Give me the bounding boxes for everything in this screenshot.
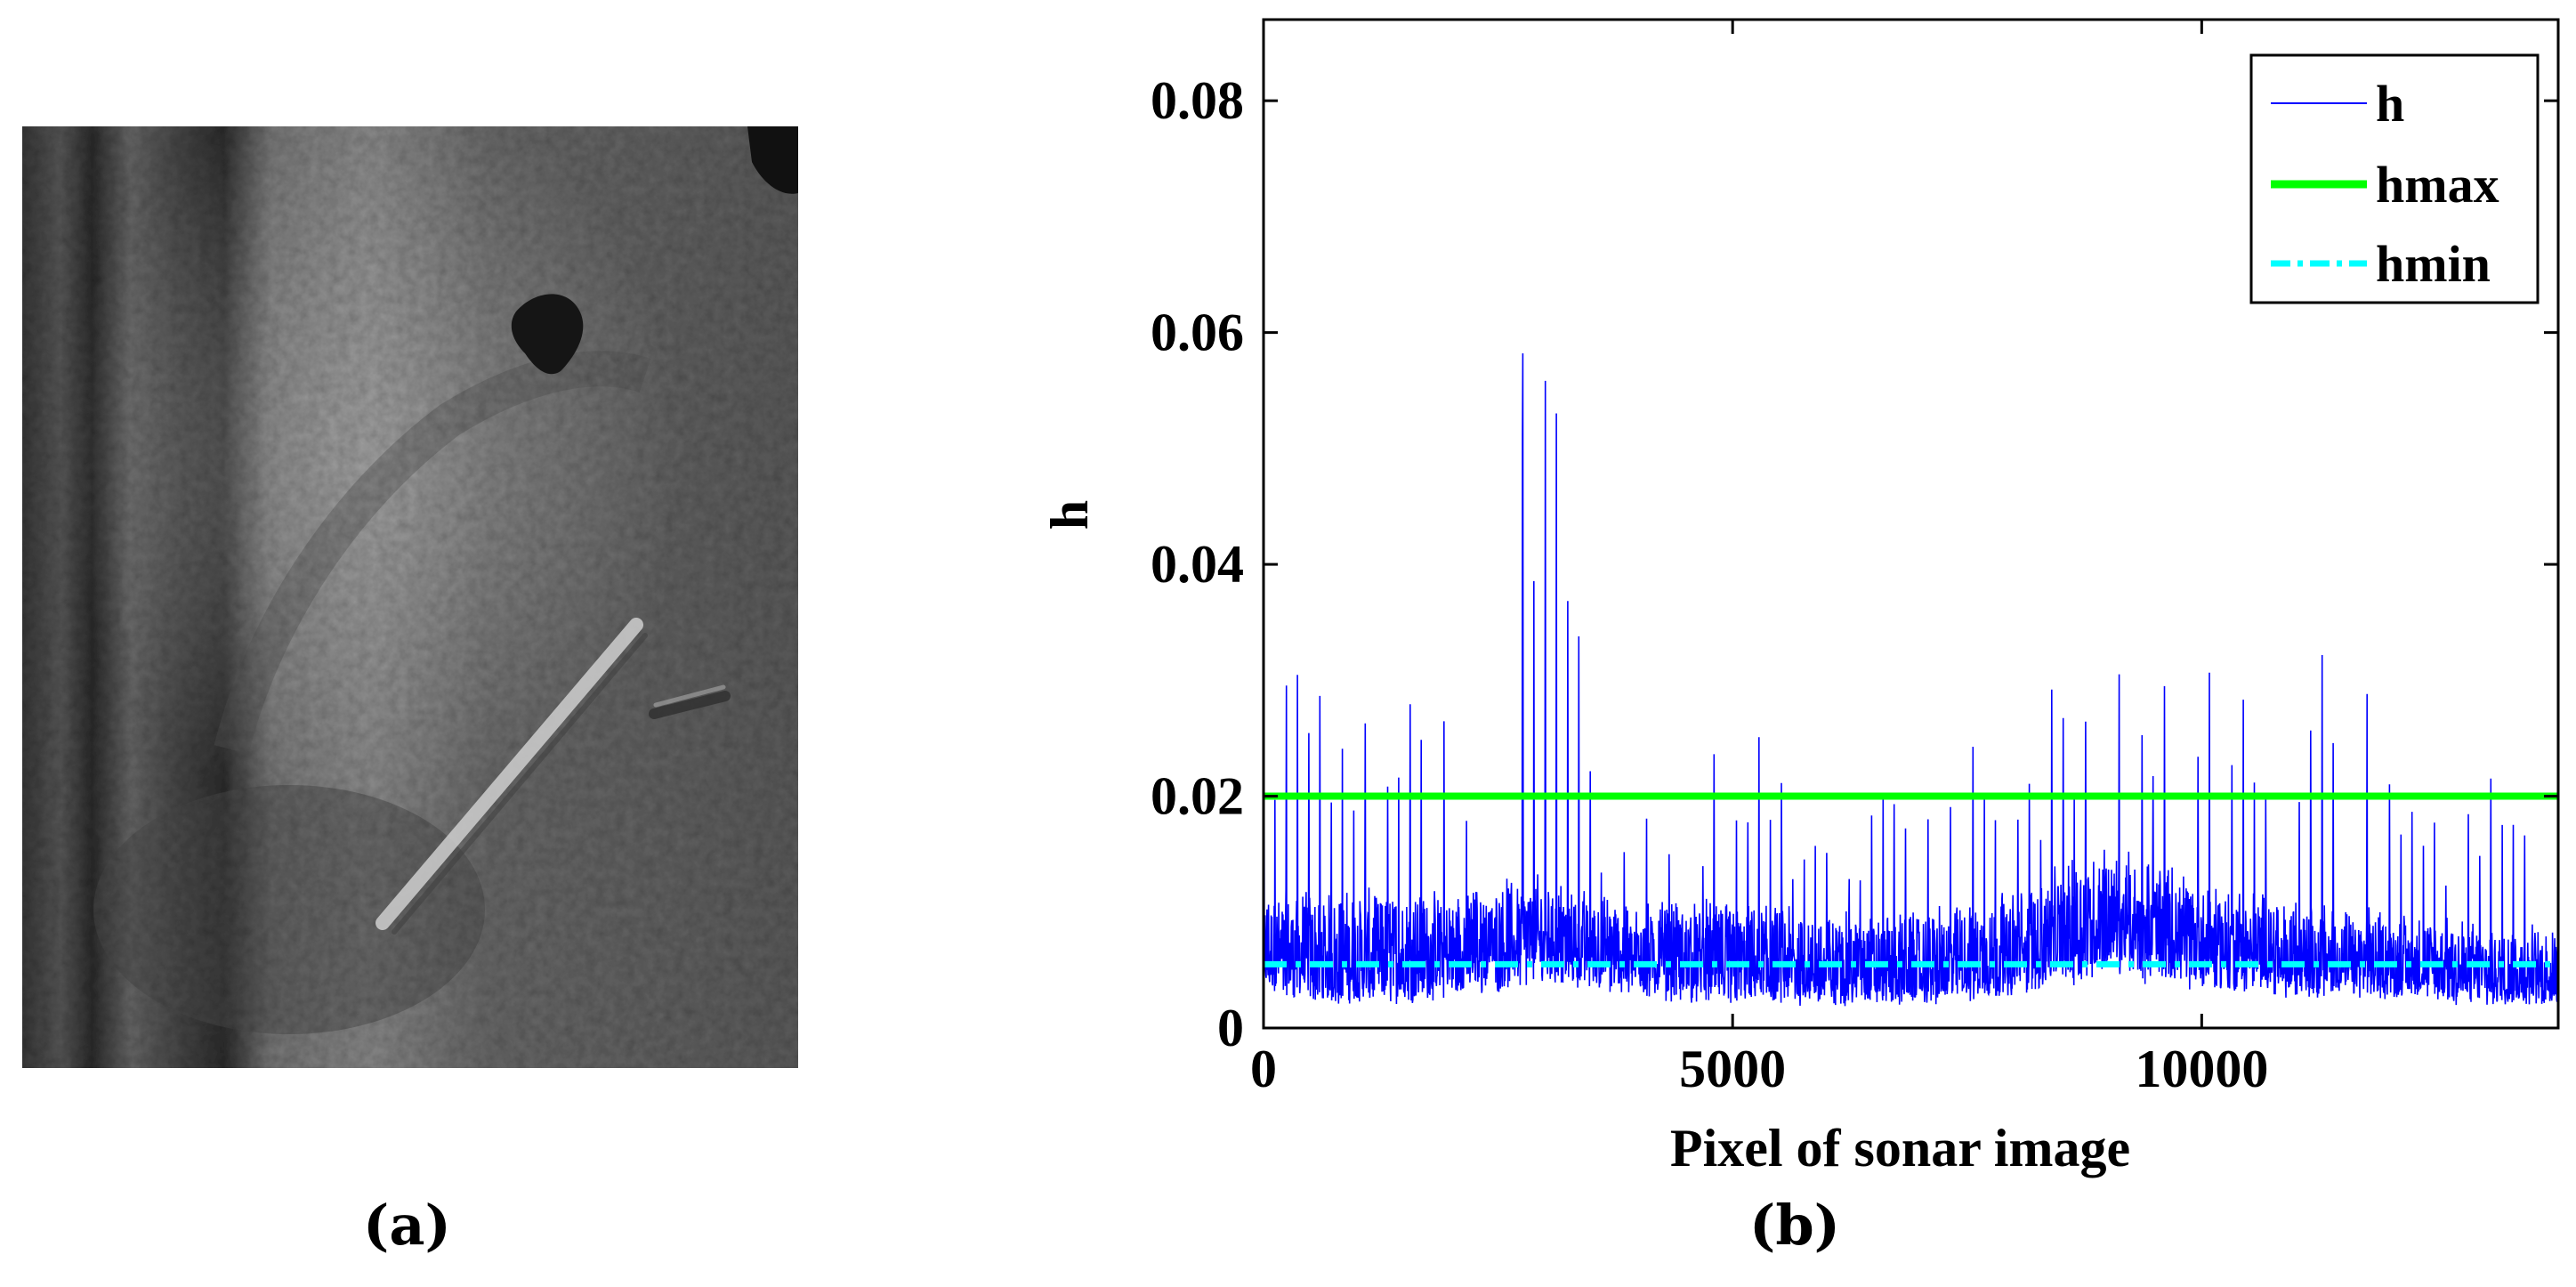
y-tick-label: 0.06	[1151, 304, 1244, 362]
y-axis-label: h	[1040, 500, 1099, 530]
legend-h-label: h	[2376, 75, 2404, 133]
series-h-line	[1264, 352, 2558, 1007]
caption-b: (b)	[1749, 1193, 1841, 1258]
y-tick-label: 0.04	[1151, 535, 1244, 594]
sonar-image	[22, 126, 798, 1068]
x-tick-label: 5000	[1679, 1040, 1786, 1098]
plot-frame	[1262, 18, 2560, 1030]
caption-a: (a)	[363, 1193, 451, 1258]
legend-hmax-label: hmax	[2376, 156, 2499, 214]
legend-hmin-label: hmin	[2376, 235, 2491, 293]
y-tick-label: 0	[1217, 999, 1244, 1057]
x-tick-label: 10000	[2135, 1040, 2268, 1098]
y-tick-label: 0.02	[1151, 767, 1244, 826]
x-tick-label: 0	[1250, 1040, 1277, 1098]
x-axis-label: Pixel of sonar image	[1670, 1119, 2130, 1178]
y-tick-label: 0.08	[1151, 71, 1244, 130]
legend-box	[2249, 53, 2540, 304]
